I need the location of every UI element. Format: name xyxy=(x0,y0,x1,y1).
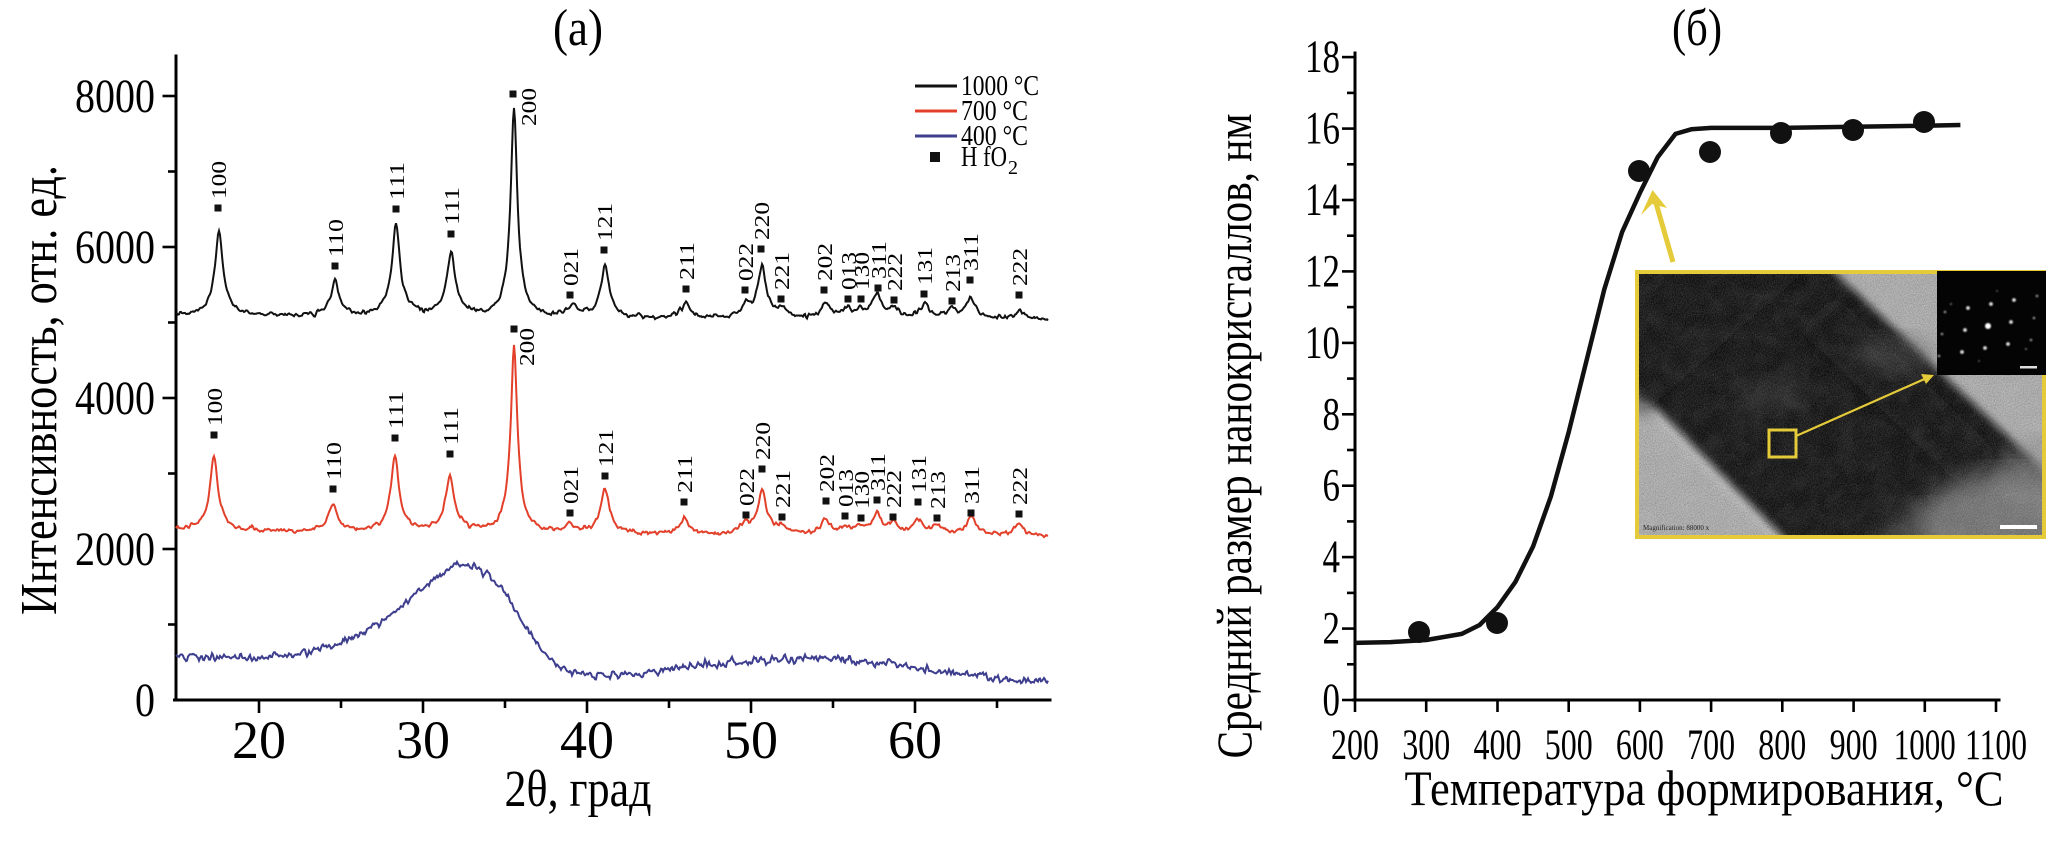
svg-text:(б): (б) xyxy=(1672,0,1722,57)
svg-text:Температура формирования, °С: Температура формирования, °С xyxy=(1405,760,2004,816)
svg-text:Интенсивность, отн. ед.: Интенсивность, отн. ед. xyxy=(11,165,68,615)
svg-text:18: 18 xyxy=(1305,31,1340,83)
svg-text:700: 700 xyxy=(1687,722,1735,769)
svg-text:121: 121 xyxy=(594,429,618,467)
svg-text:110: 110 xyxy=(324,219,348,257)
svg-text:6000: 6000 xyxy=(75,221,155,274)
svg-text:200: 200 xyxy=(1331,722,1379,769)
svg-text:H fO: H fO xyxy=(961,142,1007,173)
svg-text:20: 20 xyxy=(232,710,286,770)
svg-text:111: 111 xyxy=(385,162,409,200)
svg-text:200: 200 xyxy=(515,328,539,366)
svg-text:Средний размер нанокристаллов,: Средний размер нанокристаллов, нм xyxy=(1206,114,1262,759)
svg-text:121: 121 xyxy=(593,203,617,241)
svg-text:8000: 8000 xyxy=(75,70,155,123)
svg-text:12: 12 xyxy=(1305,245,1340,297)
svg-text:130: 130 xyxy=(850,471,874,509)
svg-text:100: 100 xyxy=(207,161,231,199)
svg-text:311: 311 xyxy=(960,466,984,504)
svg-text:Magnification: 88000 x: Magnification: 88000 x xyxy=(1643,524,1710,532)
svg-text:021: 021 xyxy=(559,248,583,286)
svg-text:311: 311 xyxy=(959,233,983,271)
svg-text:500: 500 xyxy=(1545,722,1593,769)
svg-text:30: 30 xyxy=(396,710,450,770)
svg-text:111: 111 xyxy=(439,407,463,445)
svg-text:0: 0 xyxy=(1323,674,1341,726)
svg-text:111: 111 xyxy=(384,391,408,429)
svg-text:022: 022 xyxy=(734,243,758,281)
svg-text:021: 021 xyxy=(559,466,583,504)
svg-text:900: 900 xyxy=(1830,722,1878,769)
svg-text:14: 14 xyxy=(1305,174,1340,226)
svg-text:222: 222 xyxy=(882,470,906,508)
svg-text:(а): (а) xyxy=(553,0,603,57)
svg-text:6: 6 xyxy=(1323,460,1341,512)
svg-text:013: 013 xyxy=(834,469,858,507)
svg-text:0: 0 xyxy=(135,674,155,727)
svg-text:1100: 1100 xyxy=(1965,722,2027,769)
svg-text:222: 222 xyxy=(1008,467,1032,505)
svg-text:800: 800 xyxy=(1758,722,1806,769)
svg-text:222: 222 xyxy=(883,253,907,291)
svg-text:400 °C: 400 °C xyxy=(961,121,1028,152)
svg-text:50: 50 xyxy=(724,710,778,770)
svg-text:013: 013 xyxy=(837,252,861,290)
svg-text:100: 100 xyxy=(203,388,227,426)
svg-text:600: 600 xyxy=(1616,722,1664,769)
svg-text:16: 16 xyxy=(1305,103,1340,155)
svg-text:221: 221 xyxy=(771,470,795,508)
svg-text:022: 022 xyxy=(735,468,759,506)
svg-text:311: 311 xyxy=(867,241,891,279)
svg-text:202: 202 xyxy=(815,454,839,492)
svg-text:111: 111 xyxy=(440,187,464,225)
svg-text:1000: 1000 xyxy=(1894,722,1956,769)
svg-text:131: 131 xyxy=(913,247,937,285)
svg-text:60: 60 xyxy=(888,710,942,770)
svg-text:110: 110 xyxy=(322,442,346,480)
svg-text:2: 2 xyxy=(1008,157,1018,179)
svg-text:130: 130 xyxy=(850,252,874,290)
svg-text:400: 400 xyxy=(1474,722,1522,769)
svg-text:4: 4 xyxy=(1323,531,1341,583)
svg-text:200: 200 xyxy=(517,88,541,126)
svg-text:213: 213 xyxy=(941,254,965,292)
svg-text:211: 211 xyxy=(675,242,699,280)
svg-text:131: 131 xyxy=(907,455,931,493)
svg-text:300: 300 xyxy=(1402,722,1450,769)
svg-text:222: 222 xyxy=(1008,248,1032,286)
svg-text:10: 10 xyxy=(1305,317,1340,369)
svg-text:221: 221 xyxy=(770,252,794,290)
svg-text:220: 220 xyxy=(750,202,774,240)
svg-text:220: 220 xyxy=(751,422,775,460)
svg-text:213: 213 xyxy=(926,471,950,509)
svg-text:211: 211 xyxy=(673,455,697,493)
svg-text:8: 8 xyxy=(1323,388,1341,440)
svg-text:40: 40 xyxy=(560,710,614,770)
svg-text:2θ, град: 2θ, град xyxy=(505,761,652,818)
svg-text:2: 2 xyxy=(1323,603,1341,655)
svg-text:4000: 4000 xyxy=(75,372,155,425)
svg-text:202: 202 xyxy=(813,243,837,281)
svg-text:1000 °C: 1000 °C xyxy=(961,71,1039,102)
svg-text:2000: 2000 xyxy=(75,523,155,576)
svg-text:700 °C: 700 °C xyxy=(961,96,1028,127)
svg-text:311: 311 xyxy=(866,453,890,491)
